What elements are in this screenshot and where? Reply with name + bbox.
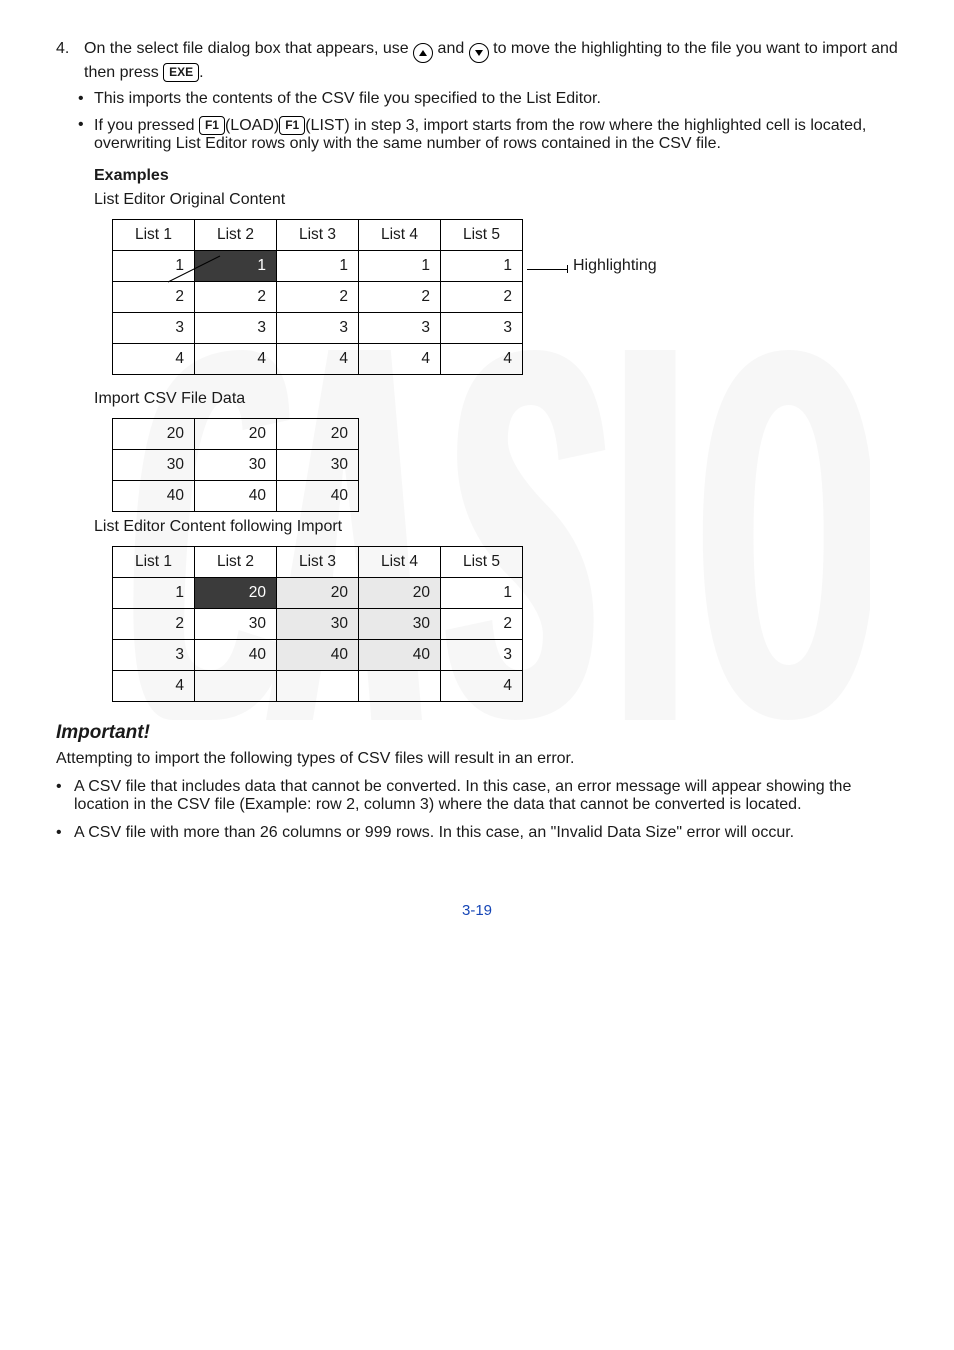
table-cell: 1	[277, 251, 359, 282]
subhead-original: List Editor Original Content	[94, 191, 898, 209]
table-cell: 40	[195, 640, 277, 671]
table-cell: 3	[277, 313, 359, 344]
table-cell: 1	[359, 251, 441, 282]
table-cell: 40	[277, 481, 359, 512]
table-cell: 3	[441, 313, 523, 344]
table-cell: 40	[195, 481, 277, 512]
table-cell: 30	[195, 609, 277, 640]
subhead-following: List Editor Content following Import	[94, 518, 898, 536]
table-header: List 2	[195, 220, 277, 251]
table-cell: 2	[441, 609, 523, 640]
table-cell: 30	[277, 450, 359, 481]
table-cell: 30	[195, 450, 277, 481]
table-cell: 3	[195, 313, 277, 344]
error-bullet-1: A CSV file that includes data that canno…	[74, 778, 898, 814]
table-cell: 1	[113, 578, 195, 609]
table-cell: 30	[113, 450, 195, 481]
up-key-icon	[413, 43, 433, 63]
table-original: List 1List 2List 3List 4List 51111122222…	[112, 219, 523, 375]
down-key-icon	[469, 43, 489, 63]
table-header: List 5	[441, 220, 523, 251]
step-text: On the select file dialog box that appea…	[84, 40, 898, 82]
examples-heading: Examples	[94, 167, 898, 185]
table-cell: 4	[277, 344, 359, 375]
step-number: 4.	[56, 40, 78, 82]
table-cell: 40	[359, 640, 441, 671]
table-cell: 3	[359, 313, 441, 344]
bullet-import-contents: This imports the contents of the CSV fil…	[94, 90, 601, 108]
table-header: List 5	[441, 547, 523, 578]
table-header: List 4	[359, 220, 441, 251]
table-header: List 2	[195, 547, 277, 578]
table-cell: 2	[277, 282, 359, 313]
table-cell: 20	[277, 578, 359, 609]
table-header: List 3	[277, 220, 359, 251]
table-cell: 3	[113, 640, 195, 671]
table-cell: 40	[113, 481, 195, 512]
attempt-text: Attempting to import the following types…	[56, 750, 898, 768]
table-header: List 3	[277, 547, 359, 578]
table-cell: 3	[441, 640, 523, 671]
table-cell: 20	[113, 419, 195, 450]
table-cell: 20	[277, 419, 359, 450]
table-cell: 30	[277, 609, 359, 640]
bullet-load-list: If you pressed F1(LOAD)F1(LIST) in step …	[94, 116, 898, 153]
table-cell	[277, 671, 359, 702]
table-cell: 4	[113, 344, 195, 375]
table-header: List 1	[113, 547, 195, 578]
table-cell	[195, 671, 277, 702]
table-cell: 40	[277, 640, 359, 671]
table-cell: 2	[113, 609, 195, 640]
f1-key-icon: F1	[199, 116, 225, 135]
table-cell: 1	[113, 251, 195, 282]
important-heading: Important!	[56, 722, 898, 744]
table-cell: 20	[359, 578, 441, 609]
table-header: List 4	[359, 547, 441, 578]
error-bullet-2: A CSV file with more than 26 columns or …	[74, 824, 794, 842]
table-cell: 1	[195, 251, 277, 282]
table-cell: 2	[113, 282, 195, 313]
table-csv-data: 202020303030404040	[112, 418, 359, 512]
table-cell: 2	[359, 282, 441, 313]
table-cell: 4	[359, 344, 441, 375]
table-cell: 20	[195, 578, 277, 609]
table-cell	[359, 671, 441, 702]
table-cell: 4	[113, 671, 195, 702]
table-cell: 4	[441, 344, 523, 375]
table-header: List 1	[113, 220, 195, 251]
table-cell: 30	[359, 609, 441, 640]
table-cell: 2	[195, 282, 277, 313]
highlighting-label: Highlighting	[573, 257, 657, 275]
page-number: 3-19	[56, 902, 898, 919]
table-cell: 20	[195, 419, 277, 450]
table-cell: 1	[441, 578, 523, 609]
table-cell: 4	[441, 671, 523, 702]
f1-key-icon: F1	[279, 116, 305, 135]
table-following: List 1List 2List 3List 4List 51202020123…	[112, 546, 523, 702]
table-cell: 2	[441, 282, 523, 313]
subhead-csv: Import CSV File Data	[94, 390, 898, 408]
table-cell: 1	[441, 251, 523, 282]
table-cell: 3	[113, 313, 195, 344]
exe-key-icon: EXE	[163, 63, 199, 82]
table-cell: 4	[195, 344, 277, 375]
